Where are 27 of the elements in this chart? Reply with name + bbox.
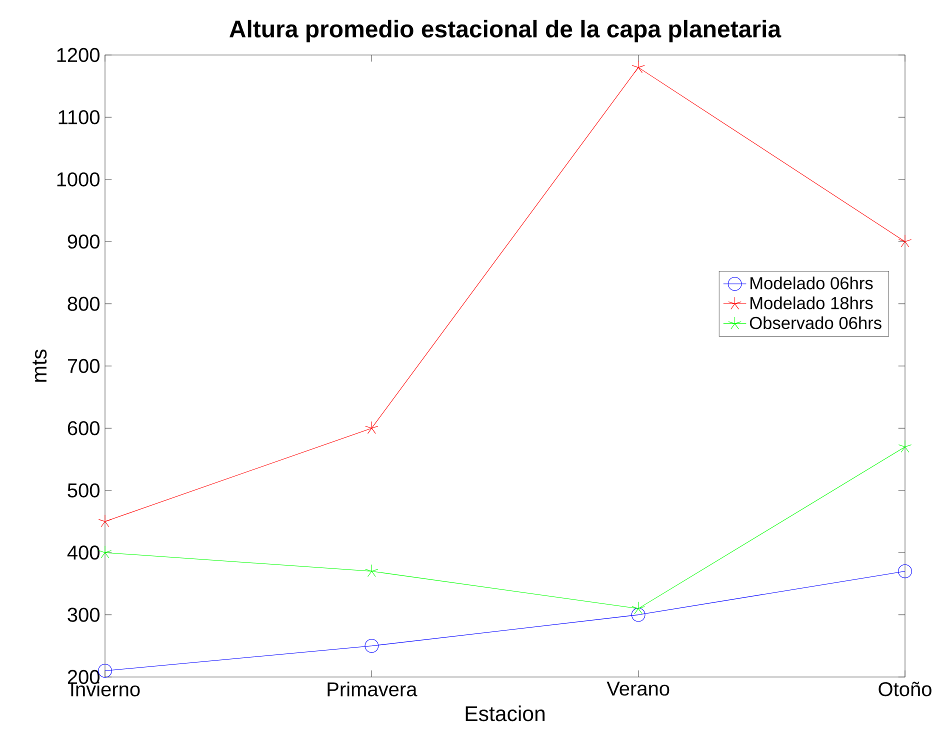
point [632,60,645,74]
y-tick-label: 500 [68,483,100,498]
y-tick-label: 300 [68,608,100,622]
x-axis-title: Estacion [466,706,545,722]
y-tick-label: 1200 [57,48,100,62]
y-tick-label: 700 [68,358,100,374]
chart-title: Altura promedio estacional de la capa planetaria [230,20,782,42]
y-tick-label: 800 [68,296,100,311]
x-tick-label: Verano [606,682,670,696]
y-tick-label: 1000 [57,172,100,186]
x-tick-label: Primavera [328,682,418,696]
point [898,564,912,578]
y-tick-label: 600 [68,421,100,436]
point [364,638,379,653]
legend-label: Modelado 06hrs [750,276,873,290]
y-tick-label: 900 [68,234,100,249]
point [365,564,378,577]
point [632,602,645,614]
y-axis-title: mts [32,350,47,382]
x-tick-label: Otoño [878,682,932,696]
point [631,608,646,622]
legend-label: Modelado 18hrs [750,296,873,310]
point [365,421,378,434]
y-tick-label: 1100 [58,110,100,124]
legend-label: Observado 06hrs [750,316,882,330]
y-tick-label: 400 [67,546,100,560]
point [98,664,112,678]
